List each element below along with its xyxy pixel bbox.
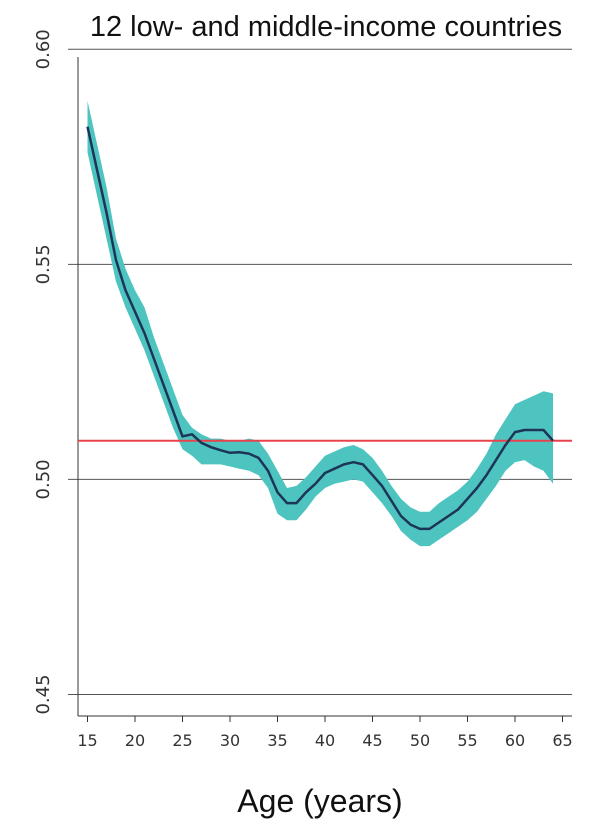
x-tick-label: 45 [362,731,382,750]
chart-title: 12 low- and middle-income countries [90,11,562,43]
x-tick-label: 55 [457,731,477,750]
x-tick-label: 15 [77,731,97,750]
y-tick-label: 0.60 [33,29,54,69]
y-tick-label: 0.55 [33,244,54,284]
x-tick-labels: 15 20 25 30 35 40 45 50 55 60 65 [77,716,573,750]
y-tick-label: 0.45 [33,674,54,714]
x-tick-label: 40 [315,731,335,750]
x-axis-label: Age (years) [237,783,402,819]
gridlines [68,48,572,695]
x-tick-label: 35 [267,731,287,750]
x-tick-label: 60 [505,731,525,750]
y-tick-label: 0.50 [33,459,54,499]
x-tick-label: 65 [552,731,572,750]
x-tick-label: 20 [125,731,145,750]
x-tick-label: 25 [172,731,192,750]
series-line [86,126,554,531]
x-tick-label: 50 [410,731,430,750]
y-tick-labels: 0.45 0.50 0.55 0.60 [33,29,54,714]
x-tick-label: 30 [220,731,240,750]
